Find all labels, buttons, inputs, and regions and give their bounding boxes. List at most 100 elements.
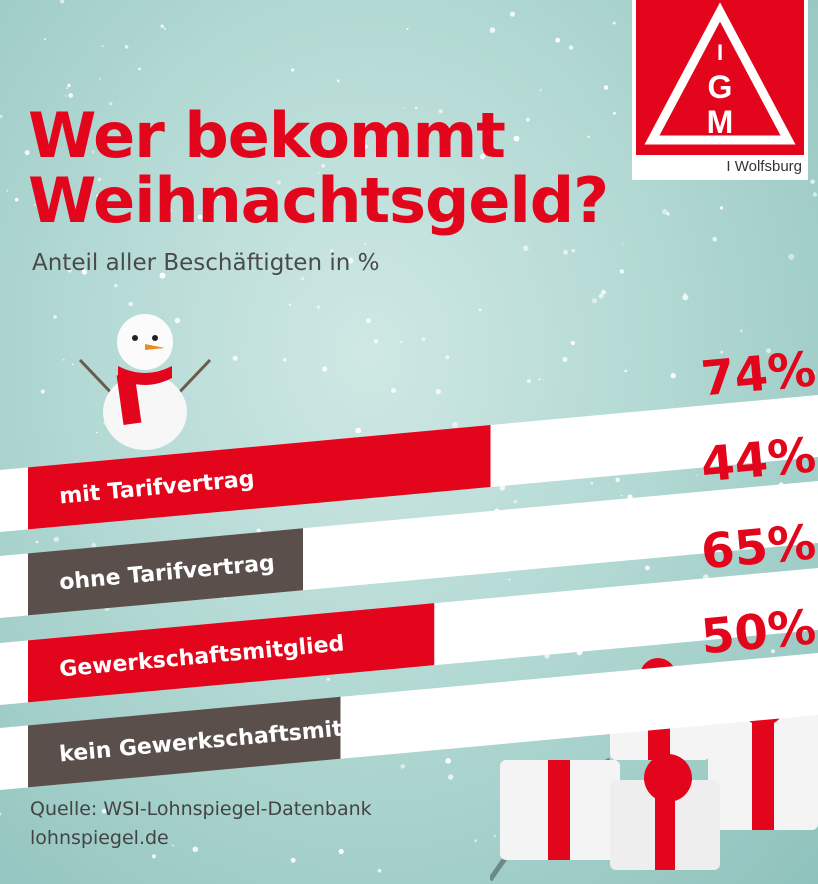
snowflake bbox=[330, 249, 334, 253]
snowflake bbox=[509, 11, 516, 17]
snowflake bbox=[479, 153, 486, 160]
snowflake bbox=[562, 357, 568, 362]
chart-subtitle: Anteil aller Beschäftigten in % bbox=[32, 250, 380, 276]
snowflake bbox=[445, 758, 451, 764]
snowflake bbox=[527, 379, 531, 384]
page-title-line-1: Wer bekommt bbox=[28, 99, 506, 172]
snowflake bbox=[67, 83, 71, 88]
bar-2 bbox=[28, 528, 303, 616]
snowflake bbox=[403, 106, 406, 109]
snowflake bbox=[447, 774, 454, 780]
snowflake bbox=[101, 45, 104, 47]
snowflake bbox=[33, 203, 36, 207]
logo-letter-m: M bbox=[707, 104, 734, 140]
bar-1 bbox=[28, 425, 491, 530]
snowflake bbox=[290, 857, 296, 863]
snowflake bbox=[68, 93, 74, 98]
snowflake bbox=[748, 644, 753, 650]
snowflake bbox=[591, 298, 597, 304]
snowflake bbox=[812, 192, 818, 197]
snowflake bbox=[326, 800, 332, 806]
snowflake bbox=[164, 27, 167, 30]
snowflake bbox=[44, 38, 46, 41]
snowflake bbox=[513, 135, 520, 142]
snowflake bbox=[318, 172, 321, 174]
value-label: 44% bbox=[699, 427, 818, 493]
snowflake bbox=[322, 366, 328, 372]
snowflake bbox=[216, 195, 220, 199]
snowflake bbox=[96, 431, 98, 434]
snowflake bbox=[720, 350, 723, 354]
snowflake bbox=[336, 79, 340, 82]
snowflake bbox=[810, 179, 815, 184]
snowflake bbox=[321, 163, 326, 168]
snowflake bbox=[414, 106, 418, 110]
snowflake bbox=[719, 206, 724, 210]
snowflake bbox=[96, 194, 100, 198]
snowflake bbox=[288, 303, 291, 306]
snowflake bbox=[232, 355, 238, 361]
snowflake bbox=[451, 421, 458, 428]
snowflake bbox=[14, 197, 19, 202]
snowflake bbox=[67, 268, 72, 273]
snowflake bbox=[53, 315, 57, 319]
value-label: 50% bbox=[699, 599, 818, 665]
snowflake bbox=[662, 208, 668, 215]
value-label: 65% bbox=[699, 514, 818, 580]
source-line: Quelle: WSI-Lohnspiegel-Datenbank bbox=[30, 798, 372, 820]
snowflake bbox=[601, 289, 606, 295]
snowflake bbox=[615, 477, 620, 483]
snowflake bbox=[696, 474, 698, 477]
snowflake bbox=[406, 27, 409, 30]
snowflake bbox=[151, 854, 156, 859]
snowflake bbox=[478, 308, 482, 312]
snowflake bbox=[598, 293, 604, 299]
igm-logo: I G M I Wolfsburg bbox=[632, 0, 808, 180]
snowflake bbox=[683, 292, 686, 295]
snowflake bbox=[552, 176, 554, 179]
snowflake bbox=[489, 27, 496, 33]
snowflake bbox=[101, 808, 107, 814]
snowflake bbox=[128, 301, 133, 307]
snowflake bbox=[465, 141, 469, 145]
snowflake bbox=[124, 45, 129, 49]
snowflake bbox=[53, 536, 60, 543]
snowflake bbox=[347, 257, 354, 264]
snowflake bbox=[374, 339, 378, 344]
snowflake bbox=[712, 236, 717, 242]
snowflake bbox=[374, 262, 378, 266]
snowflake bbox=[337, 277, 340, 279]
snowflake bbox=[326, 677, 330, 681]
snowflake bbox=[508, 578, 511, 581]
snowflake bbox=[525, 117, 530, 122]
snowflake bbox=[276, 180, 281, 185]
snowflake bbox=[474, 839, 478, 843]
snowflake bbox=[421, 337, 426, 342]
logo-red-field: I G M bbox=[636, 0, 804, 155]
snowflake bbox=[71, 363, 74, 366]
snowflake bbox=[391, 388, 396, 393]
snowflake bbox=[81, 269, 88, 275]
snowflake bbox=[203, 195, 208, 200]
snowflake bbox=[24, 150, 30, 156]
snowflake bbox=[571, 248, 576, 253]
snowflake bbox=[568, 45, 574, 50]
logo-triangle-icon: I G M bbox=[644, 2, 796, 145]
page-title-line-2: Weihnachtsgeld? bbox=[28, 164, 609, 237]
snowflake bbox=[621, 242, 624, 245]
snowflake bbox=[400, 341, 403, 344]
snowflake bbox=[166, 207, 172, 214]
snowflake bbox=[555, 37, 561, 43]
snowflake bbox=[587, 135, 590, 138]
snowflake bbox=[493, 834, 497, 838]
value-label: 74% bbox=[699, 341, 818, 407]
snowflake bbox=[66, 87, 68, 90]
snowflake bbox=[60, 0, 65, 4]
snowflake bbox=[64, 94, 67, 97]
snowflake bbox=[174, 317, 181, 324]
snowflake bbox=[400, 764, 406, 769]
snowflake bbox=[499, 484, 506, 491]
snowflake bbox=[109, 101, 113, 106]
snowflake bbox=[62, 358, 65, 361]
